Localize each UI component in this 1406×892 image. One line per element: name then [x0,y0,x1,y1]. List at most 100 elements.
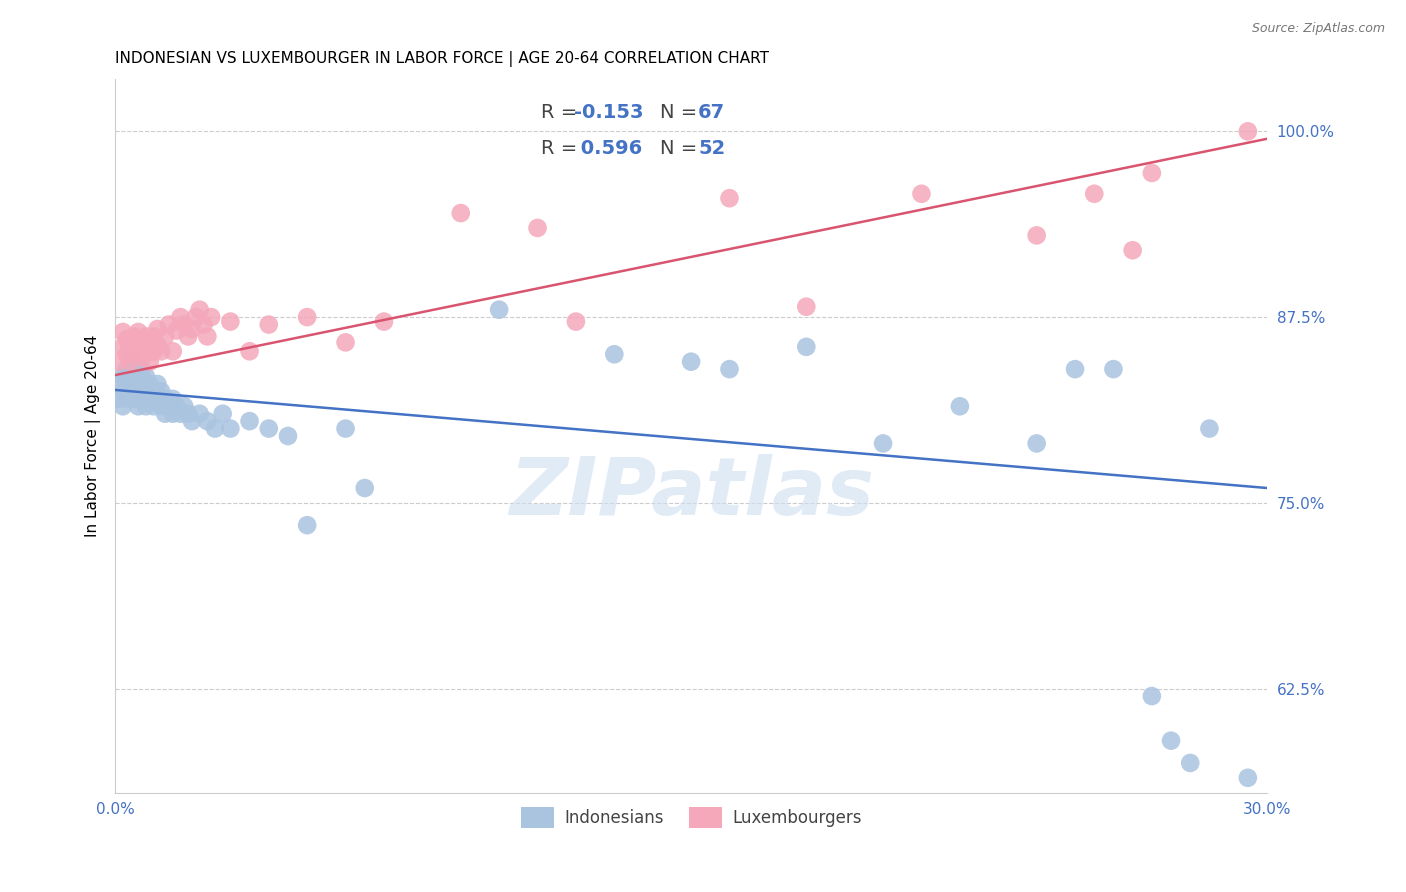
Point [127,399,149,413]
Point [135,399,157,413]
Point [219,315,242,329]
Point [565,315,588,329]
Point [127,384,149,399]
Point [794,340,817,354]
Point [111,325,134,339]
Point [239,344,262,359]
Point [169,407,191,421]
Point [108,376,131,391]
Point [177,407,200,421]
Point [1160,733,1182,747]
Point [146,392,169,406]
Point [181,322,204,336]
Point [124,329,146,343]
Point [120,354,142,368]
Point [111,369,134,384]
Text: R =: R = [541,139,583,158]
Point [1180,756,1202,770]
Point [162,344,184,359]
Point [146,376,169,391]
Point [153,392,176,406]
Point [127,325,149,339]
Point [718,362,741,376]
Point [184,310,207,325]
Legend: Indonesians, Luxembourgers: Indonesians, Luxembourgers [515,801,868,834]
Point [157,318,180,332]
Point [115,376,138,391]
Point [353,481,375,495]
Point [139,392,162,406]
Point [120,354,142,368]
Point [166,399,188,413]
Text: Source: ZipAtlas.com: Source: ZipAtlas.com [1251,22,1385,36]
Point [142,399,165,413]
Point [153,407,176,421]
Point [177,329,200,343]
Point [150,344,173,359]
Point [488,302,510,317]
Point [1025,228,1047,243]
Point [124,347,146,361]
Point [295,310,318,325]
Point [124,392,146,406]
Point [139,376,162,391]
Point [135,344,157,359]
Y-axis label: In Labor Force | Age 20-64: In Labor Force | Age 20-64 [86,334,101,537]
Point [188,407,211,421]
Text: 0.596: 0.596 [574,139,643,158]
Point [200,310,222,325]
Point [450,206,472,220]
Point [1198,421,1220,435]
Point [681,354,703,368]
Point [131,392,153,406]
Point [139,336,162,351]
Point [115,362,138,376]
Point [142,329,165,343]
Point [153,329,176,343]
Point [1237,771,1260,785]
Point [157,399,180,413]
Text: 52: 52 [697,139,725,158]
Text: -0.153: -0.153 [574,103,643,122]
Point [239,414,262,428]
Point [173,399,195,413]
Point [794,300,817,314]
Point [193,318,215,332]
Point [135,384,157,399]
Point [373,315,395,329]
Point [204,421,226,435]
Point [949,399,972,413]
Point [108,392,131,406]
Point [1140,689,1163,703]
Point [111,384,134,399]
Point [131,350,153,364]
Point [131,376,153,391]
Point [166,324,188,338]
Point [127,369,149,384]
Point [181,414,204,428]
Point [335,421,357,435]
Point [872,436,894,450]
Point [195,329,218,343]
Text: ZIPatlas: ZIPatlas [509,454,873,532]
Point [135,329,157,343]
Point [111,399,134,413]
Point [1083,186,1105,201]
Point [211,407,233,421]
Point [108,354,131,368]
Point [146,338,169,352]
Text: R =: R = [541,103,583,122]
Point [120,335,142,350]
Point [1140,166,1163,180]
Point [526,221,548,235]
Point [257,421,280,435]
Point [127,340,149,354]
Point [139,354,162,368]
Point [1064,362,1087,376]
Point [195,414,218,428]
Point [124,362,146,376]
Point [603,347,626,361]
Point [150,399,173,413]
Point [1025,436,1047,450]
Point [910,186,932,201]
